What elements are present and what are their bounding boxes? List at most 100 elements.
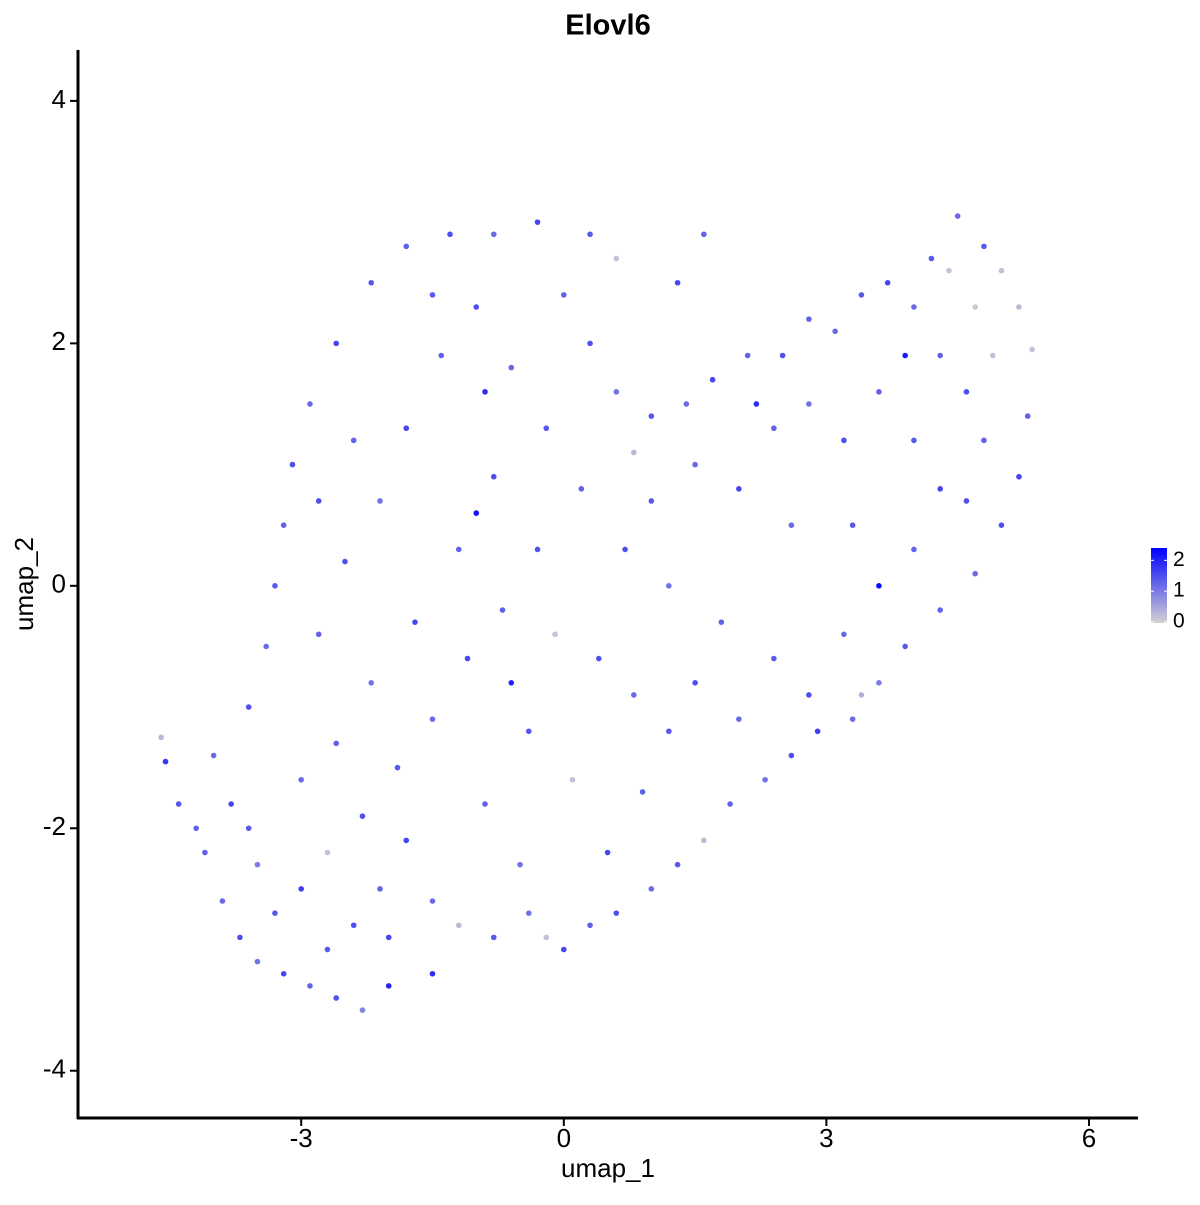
point (429, 716, 436, 722)
point (534, 546, 541, 553)
y-tick-label: 2 (52, 326, 66, 356)
point (368, 679, 375, 686)
point (587, 922, 593, 929)
point (622, 546, 628, 553)
point (429, 970, 436, 977)
point (377, 886, 383, 892)
point (876, 679, 882, 686)
point (806, 316, 812, 322)
point (219, 898, 226, 904)
point (718, 619, 725, 625)
point (692, 679, 698, 686)
point (394, 764, 401, 771)
point (447, 231, 453, 238)
point (788, 522, 795, 529)
point (937, 352, 943, 359)
point (403, 243, 410, 250)
x-tick-label: 3 (819, 1123, 833, 1153)
point (631, 692, 637, 698)
point (937, 486, 943, 492)
point (333, 995, 340, 1001)
point (324, 849, 331, 856)
point (849, 522, 856, 529)
point (210, 752, 217, 759)
x-axis-label: umap_1 (561, 1153, 655, 1183)
point (981, 243, 987, 250)
point (674, 279, 681, 286)
point (639, 789, 646, 795)
point (455, 922, 462, 929)
point (158, 734, 164, 741)
point (587, 340, 593, 347)
point (560, 292, 567, 298)
point (333, 340, 340, 347)
point (298, 886, 305, 892)
point (596, 655, 602, 662)
point (1029, 346, 1035, 353)
point (806, 401, 812, 407)
point (666, 728, 672, 735)
point (315, 631, 322, 638)
point (631, 449, 637, 456)
point (525, 728, 532, 735)
point (683, 401, 690, 407)
point (753, 401, 760, 407)
point (473, 510, 480, 516)
point (762, 776, 768, 783)
point (613, 910, 620, 916)
point (858, 692, 865, 698)
colorbar-label: 2 (1173, 548, 1185, 571)
point (438, 352, 445, 359)
point (280, 522, 287, 529)
point (937, 607, 943, 613)
point (858, 292, 865, 298)
point (928, 255, 935, 262)
point (333, 740, 340, 747)
colorbar (1151, 548, 1167, 623)
point (324, 946, 331, 953)
point (727, 801, 733, 807)
x-tick-label: 6 (1082, 1123, 1096, 1153)
x-tick-label: -3 (290, 1123, 313, 1153)
point (613, 255, 620, 262)
point (403, 837, 410, 844)
point (963, 498, 970, 504)
colorbar-label: 0 (1173, 610, 1185, 633)
point (482, 801, 488, 807)
point (403, 425, 410, 432)
point (1016, 473, 1022, 480)
y-tick-label: 4 (52, 84, 66, 114)
point (307, 983, 313, 989)
point (245, 825, 252, 832)
point (604, 849, 611, 856)
point (946, 267, 952, 274)
point (648, 498, 655, 504)
point (280, 970, 287, 977)
point (368, 279, 375, 286)
point (543, 934, 550, 941)
point (499, 607, 506, 613)
point (692, 461, 698, 468)
point (998, 267, 1005, 274)
colorbar-label: 1 (1173, 579, 1185, 602)
point (587, 231, 593, 238)
y-tick-label: -4 (43, 1054, 66, 1084)
point (385, 983, 392, 989)
point (972, 304, 978, 310)
y-tick-label: 0 (52, 569, 66, 599)
point (412, 619, 418, 625)
point (543, 425, 550, 432)
point (666, 583, 672, 589)
point (569, 776, 576, 783)
point (709, 376, 716, 383)
point (736, 486, 742, 492)
point (429, 898, 436, 904)
point (508, 364, 515, 371)
point (972, 570, 978, 577)
point (385, 934, 392, 941)
chart-title: Elovl6 (565, 10, 650, 42)
y-tick-label: -2 (43, 811, 66, 841)
point (744, 352, 751, 359)
point (272, 910, 278, 916)
